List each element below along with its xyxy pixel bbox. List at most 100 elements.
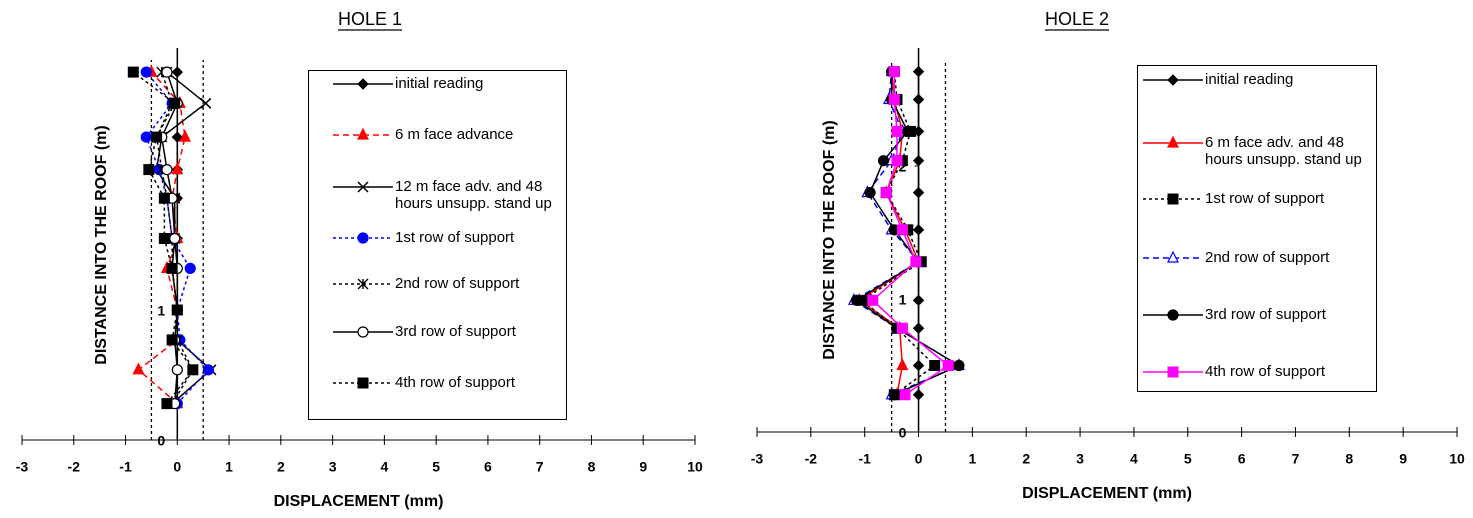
data-point <box>161 398 173 410</box>
chart-title: HOLE 2 <box>1045 9 1109 29</box>
data-point <box>953 359 965 372</box>
data-point <box>200 97 212 109</box>
x-tick-label: 8 <box>588 459 596 475</box>
data-point <box>888 389 900 401</box>
y-tick-label: 0 <box>157 433 165 449</box>
x-tick-label: 6 <box>484 459 492 475</box>
legend-label: 4th row of support <box>395 374 516 391</box>
data-point <box>140 131 152 143</box>
data-point <box>896 322 908 334</box>
x-tick-label: 10 <box>1449 451 1465 467</box>
legend-label: 6 m face advance <box>395 126 514 143</box>
x-axis-label: DISPLACEMENT (mm) <box>274 493 444 510</box>
data-point <box>169 232 181 245</box>
x-tick-label: -3 <box>16 459 29 475</box>
legend-marker <box>1167 366 1179 378</box>
x-tick-label: 3 <box>1076 451 1084 467</box>
legend-marker <box>1167 250 1179 263</box>
legend-label: initial reading <box>395 75 484 92</box>
x-tick-label: -2 <box>68 459 81 475</box>
legend-label: initial reading <box>1205 71 1294 88</box>
data-point <box>171 162 184 175</box>
x-tick-label: 10 <box>687 459 703 475</box>
legend-label: 1st row of support <box>1205 190 1325 207</box>
data-point <box>166 262 178 274</box>
data-point <box>888 66 900 78</box>
y-axis-label: DISTANCE INTO THE ROOF (m) <box>821 120 838 359</box>
data-point <box>171 364 183 376</box>
data-point <box>132 362 145 375</box>
legend-marker <box>357 232 369 244</box>
legend <box>1137 65 1377 392</box>
y-axis-label: DISTANCE INTO THE ROOF (m) <box>93 125 110 364</box>
x-tick-label: 1 <box>225 459 233 475</box>
legend-marker <box>1167 309 1179 321</box>
x-tick-label: -3 <box>751 451 764 467</box>
legend-label: 12 m face adv. and 48 hours unsupp. stan… <box>395 178 552 212</box>
x-tick-label: 6 <box>1238 451 1246 467</box>
data-point <box>140 66 152 78</box>
x-tick-label: 4 <box>1130 451 1138 467</box>
data-point <box>169 97 181 109</box>
legend-marker <box>357 181 369 193</box>
x-tick-label: 0 <box>173 459 181 475</box>
x-tick-label: 3 <box>329 459 337 475</box>
x-tick-label: 9 <box>1399 451 1407 467</box>
data-point <box>127 66 139 78</box>
legend-marker <box>1167 193 1179 205</box>
data-point <box>912 322 925 334</box>
x-tick-label: 2 <box>277 459 285 475</box>
data-point <box>902 125 914 138</box>
data-point <box>912 154 925 167</box>
x-tick-label: 2 <box>1022 451 1030 467</box>
legend-marker <box>357 377 369 389</box>
data-point <box>161 66 173 78</box>
legend <box>308 70 567 420</box>
y-tick-label: 0 <box>899 425 907 441</box>
x-tick-label: 7 <box>1292 451 1300 467</box>
data-point <box>891 125 903 137</box>
data-point <box>912 359 925 372</box>
data-point <box>171 131 184 143</box>
data-point <box>912 294 925 307</box>
legend-label: 6 m face adv. and 48 hours unsupp. stand… <box>1205 134 1362 168</box>
x-tick-label: -1 <box>119 459 132 475</box>
legend-label: 2nd row of support <box>395 275 520 292</box>
data-point <box>929 360 941 371</box>
y-tick-label: 2 <box>899 159 907 175</box>
data-point <box>171 66 184 78</box>
data-point <box>912 186 925 199</box>
legend-marker <box>1167 74 1179 86</box>
data-point <box>864 187 876 199</box>
data-point <box>158 192 170 204</box>
data-point <box>896 224 908 236</box>
data-point <box>891 155 903 167</box>
data-point <box>912 389 925 401</box>
x-tick-label: 4 <box>380 459 388 475</box>
y-tick-label: 1 <box>157 303 165 319</box>
data-point <box>899 389 911 401</box>
data-point <box>187 364 199 376</box>
data-point <box>202 364 214 376</box>
data-point <box>867 294 879 306</box>
data-point <box>171 304 183 316</box>
data-point <box>877 155 890 167</box>
x-tick-label: 5 <box>432 459 440 475</box>
data-point <box>880 187 892 199</box>
x-axis-label: DISPLACEMENT (mm) <box>1022 485 1192 502</box>
data-point <box>851 294 863 306</box>
legend-label: 1st row of support <box>395 229 515 246</box>
data-point <box>179 129 192 142</box>
data-point <box>912 224 925 236</box>
x-tick-label: 1 <box>968 451 976 467</box>
legend-marker <box>357 326 369 338</box>
legend-label: 3rd row of support <box>395 323 516 340</box>
data-point <box>161 164 173 176</box>
x-tick-label: 9 <box>639 459 647 475</box>
data-point <box>896 358 909 371</box>
y-tick-label: 1 <box>899 292 907 308</box>
x-tick-label: -2 <box>805 451 818 467</box>
legend-marker <box>1167 135 1179 148</box>
data-point <box>166 334 178 346</box>
